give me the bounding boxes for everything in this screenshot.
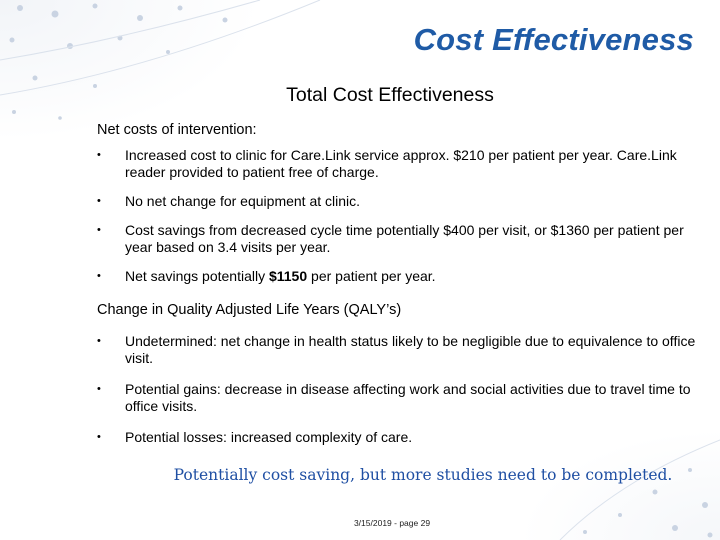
net-savings-amount: $1150: [268, 268, 308, 284]
bullet-icon: •: [97, 149, 101, 161]
bullet-text: Potential losses: increased complexity o…: [125, 429, 413, 445]
slide-subtitle: Total Cost Effectiveness: [286, 84, 494, 106]
list-item: • Cost savings from decreased cycle time…: [97, 222, 697, 256]
list-item: • Increased cost to clinic for Care.Link…: [97, 147, 697, 181]
list-item: • Potential losses: increased complexity…: [97, 429, 697, 446]
bullet-icon: •: [97, 224, 101, 236]
bullet-text-pre: Net savings potentially: [125, 268, 269, 284]
bullet-icon: •: [97, 195, 101, 207]
section-heading-qaly: Change in Quality Adjusted Life Years (Q…: [97, 302, 402, 318]
bullet-icon: •: [97, 270, 101, 282]
bullet-text-net-savings: Net savings potentially $1150 per patien…: [125, 268, 436, 284]
footer-date-page: 3/15/2019 - page 29: [353, 518, 431, 528]
bullet-text-post: per patient per year.: [307, 268, 436, 284]
bullet-text: No net change for equipment at clinic.: [125, 193, 361, 209]
net-costs-list: • Increased cost to clinic for Care.Link…: [97, 147, 697, 297]
bullet-icon: •: [97, 431, 101, 443]
bullet-text: Increased cost to clinic for Care.Link s…: [125, 147, 677, 180]
slide-title: Cost Effectiveness: [413, 22, 694, 57]
section-heading-net-costs: Net costs of intervention:: [97, 122, 257, 138]
bullet-text: Undetermined: net change in health statu…: [125, 333, 696, 366]
bullet-icon: •: [97, 335, 101, 347]
bullet-text: Potential gains: decrease in disease aff…: [125, 381, 691, 414]
list-item: • Undetermined: net change in health sta…: [97, 333, 697, 367]
list-item: • Potential gains: decrease in disease a…: [97, 381, 697, 415]
list-item: • No net change for equipment at clinic.: [97, 193, 697, 210]
qaly-list: • Undetermined: net change in health sta…: [97, 333, 697, 458]
list-item: • Net savings potentially $1150 per pati…: [97, 268, 697, 285]
bullet-text: Cost savings from decreased cycle time p…: [125, 222, 684, 255]
bullet-icon: •: [97, 383, 101, 395]
conclusion-text: Potentially cost saving, but more studie…: [173, 466, 673, 484]
